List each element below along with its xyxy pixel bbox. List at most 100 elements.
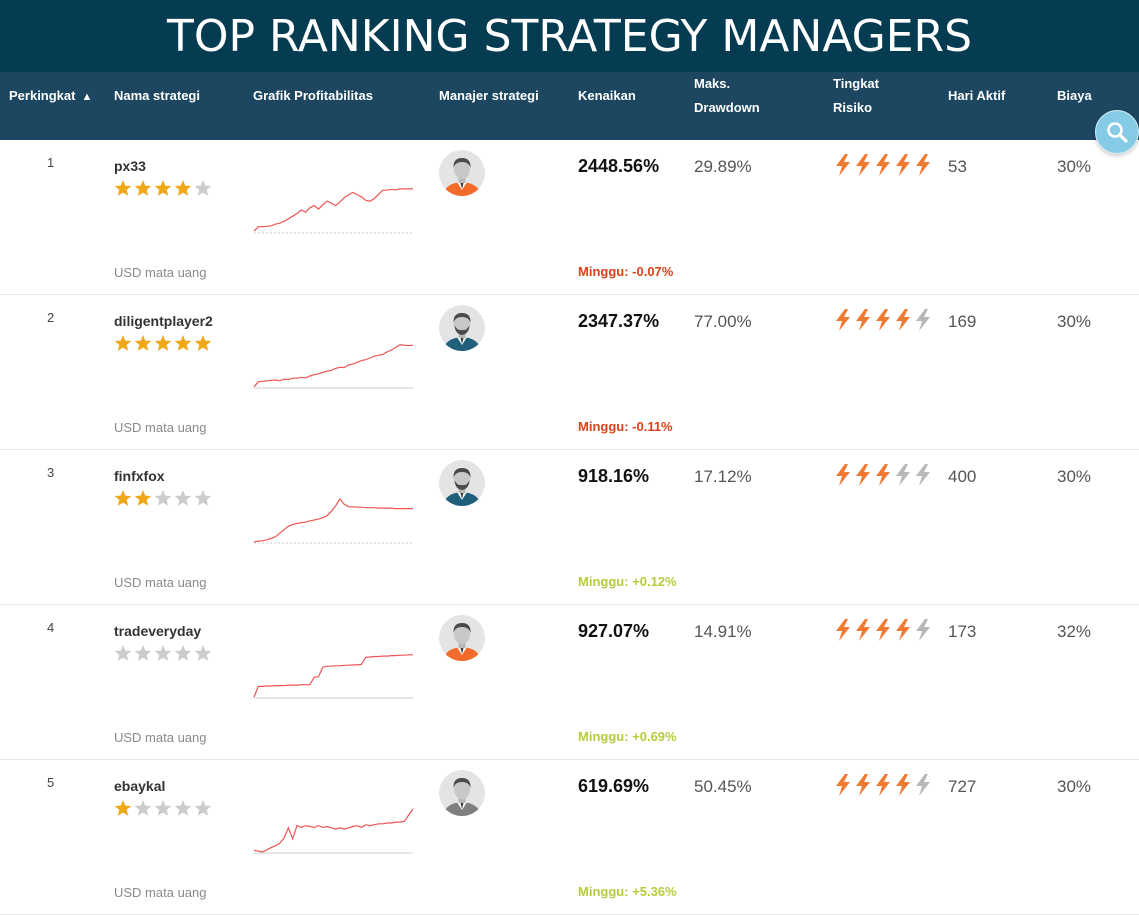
star-empty-icon: [154, 490, 172, 506]
column-header-rank-label: Perkingkat: [9, 88, 76, 103]
column-header-drawdown-line2: Drawdown: [694, 100, 760, 115]
profitability-sparkline[interactable]: [250, 800, 415, 860]
column-header-gain[interactable]: Kenaikan: [578, 88, 636, 103]
profitability-sparkline[interactable]: [250, 645, 415, 705]
lightning-filled-icon: [876, 309, 890, 331]
lightning-filled-icon: [896, 154, 910, 176]
star-filled-icon: [114, 800, 132, 816]
star-filled-icon: [174, 180, 192, 196]
weekly-change: Minggu: +5.36%: [578, 884, 677, 899]
lightning-filled-icon: [856, 309, 870, 331]
gain-value: 2448.56%: [578, 156, 660, 176]
days-active-value: 169: [948, 312, 977, 331]
profitability-sparkline[interactable]: [250, 180, 415, 240]
star-empty-icon: [154, 645, 172, 661]
column-header-risk-line1: Tingkat: [833, 76, 879, 91]
lightning-filled-icon: [856, 619, 870, 641]
lightning-filled-icon: [856, 154, 870, 176]
column-header-rank[interactable]: Perkingkat ▲: [9, 84, 92, 109]
weekly-change: Minggu: +0.12%: [578, 574, 677, 589]
manager-avatar[interactable]: [439, 770, 485, 816]
sparkline-series: [253, 188, 413, 232]
column-header-drawdown[interactable]: Maks. Drawdown: [694, 72, 760, 120]
weekly-change: Minggu: -0.07%: [578, 264, 674, 279]
fee-value: 30%: [1057, 467, 1092, 486]
lightning-empty-icon: [916, 619, 930, 641]
page-banner: TOP RANKING STRATEGY MANAGERS: [0, 0, 1139, 72]
fee-value: 30%: [1057, 157, 1092, 176]
column-header-fee[interactable]: Biaya: [1057, 88, 1092, 103]
manager-avatar[interactable]: [439, 460, 485, 506]
column-header-name[interactable]: Nama strategi: [114, 88, 200, 103]
manager-avatar[interactable]: [439, 615, 485, 661]
star-empty-icon: [194, 180, 212, 196]
strategy-name-link[interactable]: ebaykal: [114, 778, 166, 794]
profitability-sparkline[interactable]: [250, 490, 415, 550]
star-filled-icon: [134, 180, 152, 196]
star-empty-icon: [154, 800, 172, 816]
star-filled-icon: [194, 335, 212, 351]
star-empty-icon: [194, 800, 212, 816]
star-filled-icon: [154, 180, 172, 196]
max-drawdown-value: 50.45%: [694, 777, 752, 796]
lightning-filled-icon: [856, 464, 870, 486]
table-header: Perkingkat ▲ Nama strategi Grafik Profita…: [0, 72, 1139, 140]
days-active-value: 400: [948, 467, 977, 486]
max-drawdown-value: 14.91%: [694, 622, 752, 641]
star-empty-icon: [194, 645, 212, 661]
lightning-filled-icon: [836, 774, 850, 796]
lightning-filled-icon: [896, 619, 910, 641]
max-drawdown-value: 17.12%: [694, 467, 752, 486]
fee-value: 30%: [1057, 312, 1092, 331]
rank-number: 1: [47, 155, 55, 170]
lightning-filled-icon: [836, 309, 850, 331]
profitability-sparkline[interactable]: [250, 335, 415, 395]
strategy-name-link[interactable]: finfxfox: [114, 468, 165, 484]
gain-value: 918.16%: [578, 466, 650, 486]
lightning-filled-icon: [876, 464, 890, 486]
manager-avatar[interactable]: [439, 305, 485, 351]
lightning-filled-icon: [916, 154, 930, 176]
gain-value: 2347.37%: [578, 311, 660, 331]
column-header-drawdown-line1: Maks.: [694, 76, 731, 91]
star-empty-icon: [174, 490, 192, 506]
gain-value: 927.07%: [578, 621, 650, 641]
column-header-risk[interactable]: Tingkat Risiko: [833, 72, 879, 120]
fee-value: 30%: [1057, 777, 1092, 796]
gain-value: 619.69%: [578, 776, 650, 796]
star-empty-icon: [134, 645, 152, 661]
column-header-days-active[interactable]: Hari Aktif: [948, 88, 1006, 103]
table-row[interactable]: 5 ebaykal USD mata uang 619.69% Minggu: +5.3…: [0, 760, 1139, 915]
sparkline-series: [253, 344, 414, 388]
lightning-empty-icon: [916, 774, 930, 796]
star-filled-icon: [134, 335, 152, 351]
table-row[interactable]: 2 diligentplayer2 USD mata uang 2347.37% Min…: [0, 295, 1139, 450]
sparkline-series: [253, 808, 414, 853]
star-filled-icon: [174, 335, 192, 351]
magnifier-icon: [1107, 122, 1128, 143]
lightning-filled-icon: [856, 774, 870, 796]
strategy-name-link[interactable]: diligentplayer2: [114, 313, 213, 329]
lightning-filled-icon: [836, 154, 850, 176]
lightning-filled-icon: [836, 464, 850, 486]
search-button[interactable]: [1095, 110, 1139, 154]
manager-avatar[interactable]: [439, 150, 485, 196]
sparkline-series: [253, 654, 413, 698]
sort-ascending-icon[interactable]: ▲: [81, 91, 93, 103]
column-header-chart[interactable]: Grafik Profitabilitas: [253, 88, 373, 103]
column-header-manager[interactable]: Manajer strategi: [439, 88, 539, 103]
strategy-name-link[interactable]: tradeveryday: [114, 623, 202, 639]
currency-label: USD mata uang: [114, 265, 207, 280]
rank-number: 2: [47, 310, 55, 325]
weekly-change: Minggu: +0.69%: [578, 729, 677, 744]
star-empty-icon: [194, 490, 212, 506]
lightning-filled-icon: [876, 774, 890, 796]
page-title: TOP RANKING STRATEGY MANAGERS: [166, 10, 973, 62]
strategy-name-link[interactable]: px33: [114, 158, 146, 174]
rank-number: 4: [47, 620, 55, 635]
table-row[interactable]: 4 tradeveryday USD mata uang 927.07% Minggu:…: [0, 605, 1139, 760]
table-row[interactable]: 3 finfxfox USD mata uang 918.16% Minggu: +0.…: [0, 450, 1139, 605]
days-active-value: 727: [948, 777, 977, 796]
currency-label: USD mata uang: [114, 575, 207, 590]
table-row[interactable]: 1 px33 USD mata uang 2448.56% Minggu: -0.07%…: [0, 140, 1139, 295]
